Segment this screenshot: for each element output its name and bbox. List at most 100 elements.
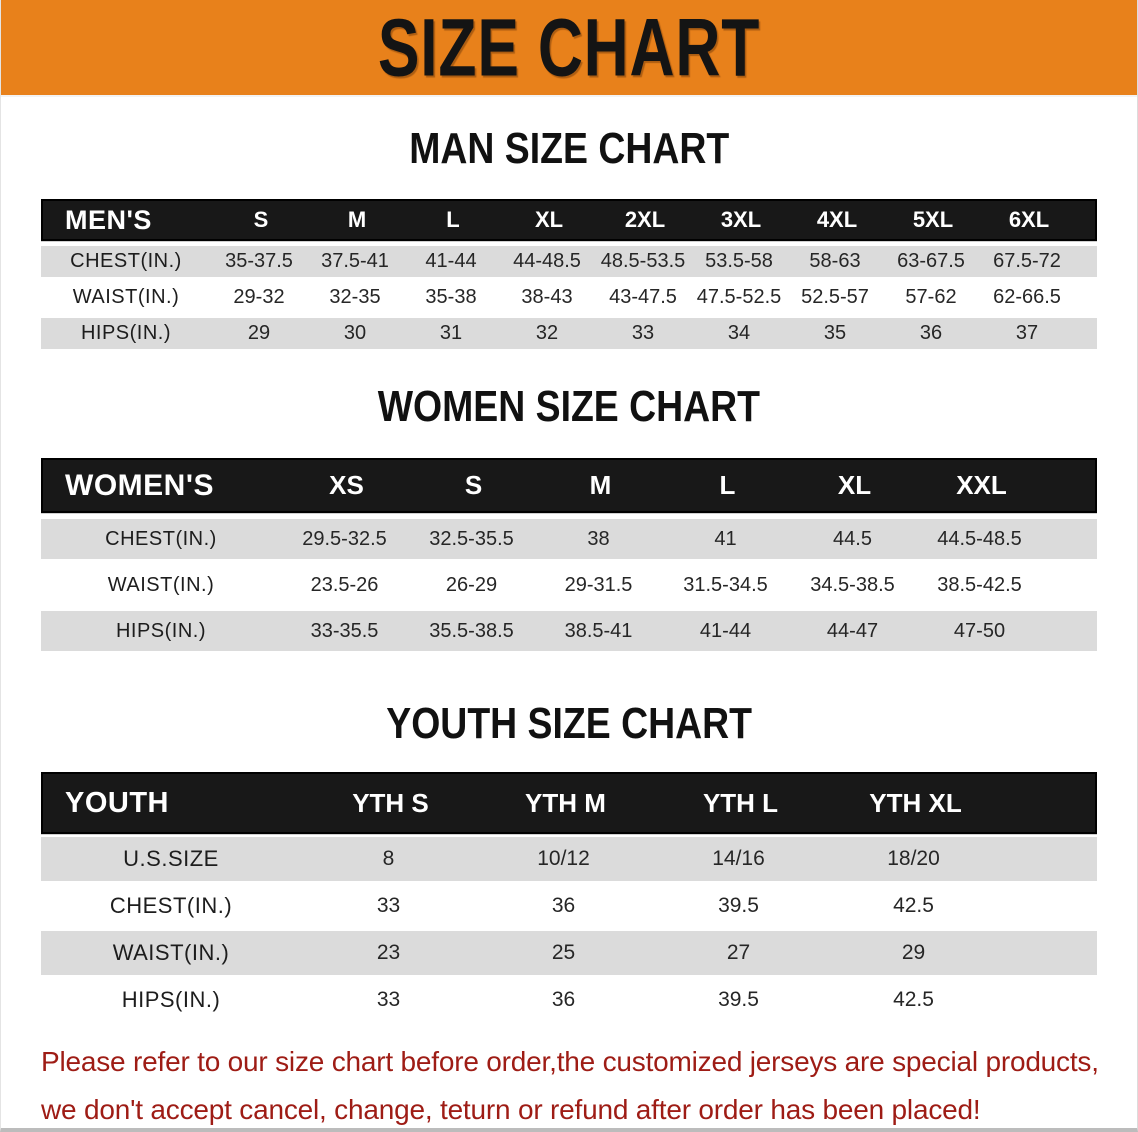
table-cell: 34 (727, 322, 751, 344)
women-waist-row: WAIST(IN.) 23.5-26 26-29 29-31.5 31.5-34… (41, 565, 1097, 605)
men-hips-row: HIPS(IN.) 29 30 31 32 33 34 35 36 37 (41, 318, 1097, 349)
table-cell: 38.5-41 (564, 619, 633, 642)
table-cell: 37 (1015, 322, 1039, 344)
men-section-heading-text: MAN SIZE CHART (409, 124, 729, 173)
men-section-heading: MAN SIZE CHART (1, 124, 1137, 173)
table-cell: 44-48.5 (513, 250, 581, 272)
table-cell: 23 (376, 941, 401, 964)
men-col-4xl: 4XL (816, 207, 858, 232)
table-cell: 38-43 (521, 286, 573, 308)
women-section-heading: WOMEN SIZE CHART (1, 382, 1137, 431)
youth-chest-row: CHEST(IN.) 33 36 39.5 42.5 (41, 884, 1097, 928)
row-label: WAIST(IN.) (112, 940, 230, 965)
table-cell: 33 (376, 894, 401, 917)
men-col-l: L (446, 207, 460, 232)
table-cell: 67.5-72 (993, 250, 1061, 272)
table-cell: 39.5 (718, 988, 759, 1011)
table-cell: 23.5-26 (310, 573, 379, 596)
row-label: U.S.SIZE (123, 846, 219, 871)
men-chest-row: CHEST(IN.) 35-37.5 37.5-41 41-44 44-48.5… (41, 246, 1097, 277)
men-col-xl: XL (534, 207, 564, 232)
table-cell: 42.5 (893, 988, 934, 1011)
youth-section-heading-text: YOUTH SIZE CHART (386, 699, 752, 748)
table-cell: 35 (823, 322, 847, 344)
table-cell: 42.5 (893, 894, 934, 917)
youth-ussize-row: U.S.SIZE 8 10/12 14/16 18/20 (41, 837, 1097, 881)
men-size-table: MEN'S S M L XL 2XL 3XL 4XL 5XL 6XL CHEST… (41, 199, 1097, 349)
table-cell: 44.5 (833, 527, 872, 550)
row-label: WAIST(IN.) (72, 286, 180, 308)
banner: SIZE CHART (1, 0, 1137, 97)
table-cell: 29 (247, 322, 271, 344)
youth-table-title: YOUTH (65, 786, 169, 819)
women-section-heading-text: WOMEN SIZE CHART (377, 382, 761, 431)
row-label: CHEST(IN.) (109, 893, 233, 918)
table-cell: 36 (919, 322, 943, 344)
women-table-title: WOMEN'S (65, 468, 214, 502)
row-label: HIPS(IN.) (80, 322, 172, 344)
youth-table-header-row: YOUTH YTH S YTH M YTH L YTH XL (41, 772, 1097, 834)
women-table-header-row: WOMEN'S XS S M L XL XXL (41, 458, 1097, 513)
table-cell: 33 (376, 988, 401, 1011)
table-cell: 14/16 (712, 847, 765, 870)
men-col-6xl: 6XL (1008, 207, 1050, 232)
youth-col-xl: YTH XL (869, 787, 962, 818)
table-cell: 32-35 (329, 286, 381, 308)
row-label: WAIST(IN.) (107, 573, 215, 596)
table-cell: 44.5-48.5 (937, 527, 1022, 550)
table-cell: 33 (631, 322, 655, 344)
table-cell: 35-37.5 (225, 250, 293, 272)
women-hips-row: HIPS(IN.) 33-35.5 35.5-38.5 38.5-41 41-4… (41, 611, 1097, 651)
table-cell: 57-62 (905, 286, 957, 308)
table-cell: 41-44 (425, 250, 477, 272)
men-col-2xl: 2XL (624, 207, 666, 232)
table-cell: 39.5 (718, 894, 759, 917)
women-chest-row: CHEST(IN.) 29.5-32.5 32.5-35.5 38 41 44.… (41, 519, 1097, 559)
section-women: WOMEN SIZE CHART WOMEN'S XS S M L XL XXL… (1, 382, 1137, 651)
table-cell: 38.5-42.5 (937, 573, 1022, 596)
disclaimer-line-1: Please refer to our size chart before or… (41, 1046, 1099, 1077)
table-cell: 36 (551, 894, 576, 917)
table-cell: 37.5-41 (321, 250, 389, 272)
table-cell: 52.5-57 (801, 286, 869, 308)
table-cell: 32.5-35.5 (429, 527, 514, 550)
women-size-table: WOMEN'S XS S M L XL XXL CHEST(IN.) 29.5-… (41, 458, 1097, 651)
women-col-s: S (464, 470, 483, 500)
row-label: HIPS(IN.) (121, 987, 221, 1012)
youth-col-m: YTH M (525, 787, 606, 818)
table-cell: 47.5-52.5 (696, 286, 782, 308)
disclaimer-line-2: we don't accept cancel, change, teturn o… (41, 1094, 981, 1125)
table-cell: 10/12 (537, 847, 590, 870)
table-cell: 8 (382, 847, 395, 870)
table-cell: 32 (535, 322, 559, 344)
table-cell: 47-50 (953, 619, 1006, 642)
banner-title: SIZE CHART (377, 1, 761, 93)
table-cell: 35-38 (425, 286, 477, 308)
table-cell: 31 (439, 322, 463, 344)
row-label: CHEST(IN.) (70, 250, 182, 272)
table-cell: 35.5-38.5 (429, 619, 514, 642)
table-cell: 29-32 (233, 286, 285, 308)
section-youth: YOUTH SIZE CHART YOUTH YTH S YTH M YTH L… (1, 699, 1137, 1022)
men-col-5xl: 5XL (912, 207, 954, 232)
men-waist-row: WAIST(IN.) 29-32 32-35 35-38 38-43 43-47… (41, 282, 1097, 313)
women-col-xxl: XXL (956, 470, 1007, 500)
table-cell: 29.5-32.5 (302, 527, 387, 550)
women-col-xl: XL (837, 470, 872, 500)
table-cell: 53.5-58 (705, 250, 773, 272)
youth-waist-row: WAIST(IN.) 23 25 27 29 (41, 931, 1097, 975)
women-col-l: L (719, 470, 736, 500)
women-col-xs: XS (329, 470, 364, 500)
table-cell: 34.5-38.5 (810, 573, 895, 596)
men-col-m: M (347, 207, 367, 232)
table-cell: 29 (901, 941, 926, 964)
youth-size-table: YOUTH YTH S YTH M YTH L YTH XL U.S.SIZE … (41, 772, 1097, 1022)
table-cell: 26-29 (445, 573, 498, 596)
section-men: MAN SIZE CHART MEN'S S M L XL 2XL 3XL 4X… (1, 124, 1137, 349)
table-cell: 44-47 (826, 619, 879, 642)
disclaimer: Please refer to our size chart before or… (41, 1038, 1137, 1132)
youth-col-l: YTH L (702, 787, 779, 818)
youth-hips-row: HIPS(IN.) 33 36 39.5 42.5 (41, 978, 1097, 1022)
row-label: CHEST(IN.) (105, 527, 217, 550)
men-col-3xl: 3XL (720, 207, 762, 232)
